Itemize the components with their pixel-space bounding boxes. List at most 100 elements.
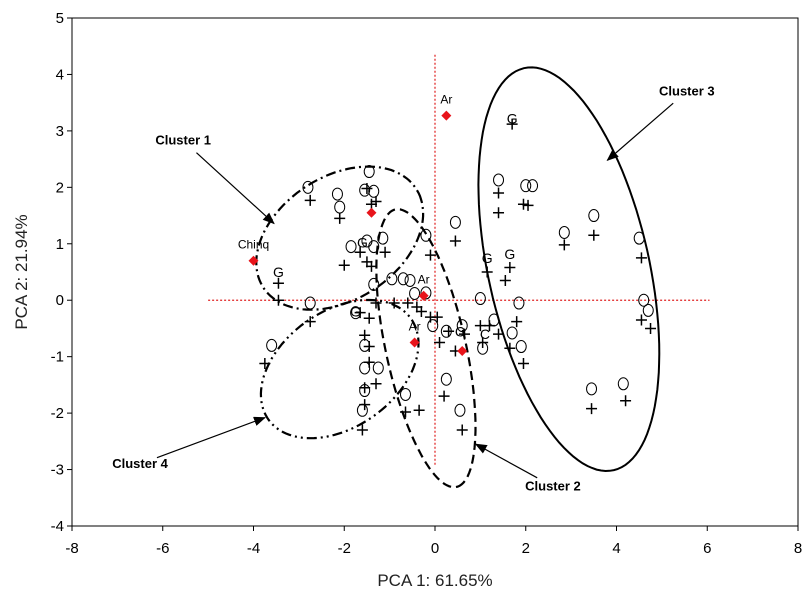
- x-tick-label: 8: [794, 540, 802, 557]
- o-marker: [404, 273, 416, 287]
- cluster-annotation-label: Cluster 1: [155, 132, 211, 147]
- plus-marker: [493, 207, 505, 219]
- plus-marker: [481, 266, 493, 278]
- y-tick-label: 5: [56, 10, 64, 27]
- cluster-ellipse-cluster-3: [477, 66, 661, 473]
- o-marker: [633, 231, 645, 245]
- highlight-point-label: Chinq: [238, 238, 269, 252]
- o-marker: [368, 240, 380, 254]
- letter-marker: G: [482, 250, 493, 266]
- plus-marker: [334, 212, 346, 224]
- o-marker: [493, 173, 505, 187]
- cluster-annotation-label: Cluster 3: [659, 83, 715, 98]
- plus-marker: [431, 311, 443, 323]
- plus-marker: [379, 246, 391, 258]
- x-axis-ticks: -8 -6 -4 -2 0 2 4 6 8: [65, 526, 802, 557]
- o-marker: [513, 296, 525, 310]
- plus-marker: [588, 229, 600, 241]
- x-tick-label: 6: [703, 540, 711, 557]
- plus-marker: [517, 357, 529, 369]
- plus-marker: [493, 328, 505, 340]
- o-marker: [440, 372, 452, 386]
- o-marker: [302, 180, 314, 194]
- highlighted-points: Ar Chinq Ar Ar: [238, 93, 468, 357]
- y-axis-ticks: -4 -3 -2 -1 0 1 2 3 4 5: [51, 10, 72, 535]
- x-tick-label: 2: [522, 540, 530, 557]
- o-marker: [588, 209, 600, 223]
- plus-marker: [434, 337, 446, 349]
- o-marker: [363, 165, 375, 179]
- o-marker: [488, 313, 500, 327]
- cluster-ellipse-cluster-2: [375, 208, 477, 489]
- o-marker: [520, 179, 532, 193]
- cluster-annotations: Cluster 1 Cluster 2 Cluster 3 Cluster 4: [112, 83, 714, 493]
- o-marker: [586, 382, 598, 396]
- o-marker: [359, 183, 371, 197]
- plus-marker: [522, 199, 534, 211]
- plus-marker: [272, 277, 284, 289]
- plus-marker: [354, 246, 366, 258]
- o-marker: [350, 306, 362, 320]
- o-marker: [334, 200, 346, 214]
- plus-marker: [365, 260, 377, 272]
- plus-marker: [499, 274, 511, 286]
- o-marker: [372, 361, 384, 375]
- o-marker: [266, 338, 278, 352]
- plus-marker: [388, 297, 400, 309]
- x-tick-label: -4: [247, 540, 260, 557]
- reference-lines: [208, 54, 710, 467]
- letter-marker: G: [507, 110, 518, 126]
- highlight-point: [366, 207, 377, 218]
- plus-marker: [338, 259, 350, 271]
- x-axis-title: PCA 1: 61.65%: [377, 571, 492, 590]
- highlight-point: [441, 110, 452, 121]
- o-marker: [474, 292, 486, 306]
- plus-marker: [558, 239, 570, 251]
- y-tick-label: 3: [56, 123, 64, 140]
- letter-marker: C: [480, 326, 490, 342]
- o-marker: [449, 215, 461, 229]
- highlight-point-label: Ar: [440, 93, 452, 107]
- y-tick-label: 1: [56, 236, 64, 253]
- x-tick-label: 4: [612, 540, 620, 557]
- highlight-point-label: Ar: [418, 273, 430, 287]
- plus-marker: [363, 312, 375, 324]
- cluster-annotation-arrow: [196, 152, 275, 225]
- o-marker: [515, 340, 527, 354]
- x-tick-label: 0: [431, 540, 439, 557]
- o-marker: [456, 319, 468, 333]
- plus-marker: [304, 194, 316, 206]
- o-marker: [368, 184, 380, 198]
- plus-marker: [511, 316, 523, 328]
- o-marker: [356, 403, 368, 417]
- letter-marker: C: [455, 323, 465, 339]
- cluster-annotation-label: Cluster 2: [525, 478, 581, 493]
- o-marker: [638, 293, 650, 307]
- plus-marker: [620, 395, 632, 407]
- o-marker: [454, 403, 466, 417]
- plus-marker: [504, 342, 516, 354]
- plus-marker: [635, 252, 647, 264]
- plus-marker: [424, 249, 436, 261]
- y-tick-label: -2: [51, 405, 64, 422]
- y-tick-label: -1: [51, 349, 64, 366]
- o-markers: [266, 165, 654, 417]
- highlight-point: [248, 255, 259, 266]
- o-marker: [368, 277, 380, 291]
- o-marker: [420, 228, 432, 242]
- plus-marker: [259, 357, 271, 369]
- o-marker: [397, 272, 409, 286]
- plus-marker: [443, 325, 455, 337]
- cluster-ellipses: [255, 66, 661, 489]
- letter-marker: G: [273, 264, 284, 280]
- cluster-annotation-arrow: [606, 102, 674, 162]
- plus-marker: [370, 297, 382, 309]
- y-tick-label: -4: [51, 518, 64, 535]
- cluster-annotation-label: Cluster 4: [112, 456, 168, 471]
- y-axis-title: PCA 2: 21.94%: [12, 214, 31, 329]
- highlight-point-label: Ar: [409, 320, 421, 334]
- y-tick-label: 4: [56, 66, 64, 83]
- plus-marker: [645, 322, 657, 334]
